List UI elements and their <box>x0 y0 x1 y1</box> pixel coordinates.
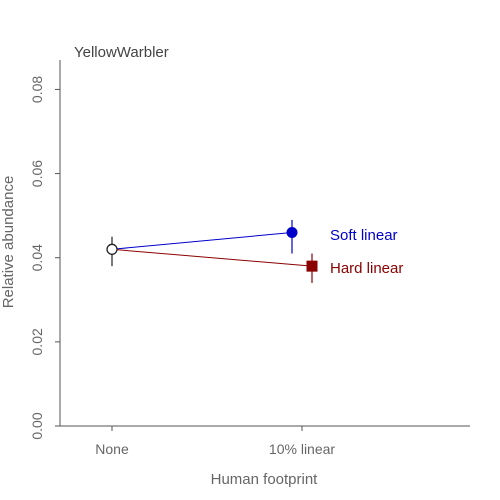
reference-point-group <box>106 236 118 267</box>
series-label: Hard linear <box>330 260 403 277</box>
series-label: Soft linear <box>330 227 398 244</box>
data-point <box>286 226 298 238</box>
y-tick-label: 0.06 <box>29 160 45 187</box>
x-axis-ticks: None 10% linear <box>95 426 335 457</box>
y-tick-label: 0.08 <box>29 76 45 103</box>
y-tick-label: 0.04 <box>29 244 45 271</box>
series-line <box>111 248 313 267</box>
x-tick-label: 10% linear <box>269 441 335 457</box>
chart-title: YellowWarbler <box>74 44 169 61</box>
y-axis-ticks: 0.00 0.02 0.04 0.06 0.08 <box>29 76 60 440</box>
reference-point <box>106 243 118 255</box>
y-tick-label: 0.02 <box>29 328 45 355</box>
x-tick-label: None <box>95 441 129 457</box>
data-point <box>306 260 318 272</box>
series-soft-linear: Soft linear <box>111 219 398 254</box>
series-line <box>111 231 293 250</box>
series-layer: Soft linear Hard linear <box>106 219 403 283</box>
axes <box>59 60 470 427</box>
y-axis-title: Relative abundance <box>0 176 17 309</box>
y-tick-label: 0.00 <box>29 412 45 439</box>
x-axis-title: Human footprint <box>211 471 319 488</box>
series-hard-linear: Hard linear <box>111 248 403 283</box>
